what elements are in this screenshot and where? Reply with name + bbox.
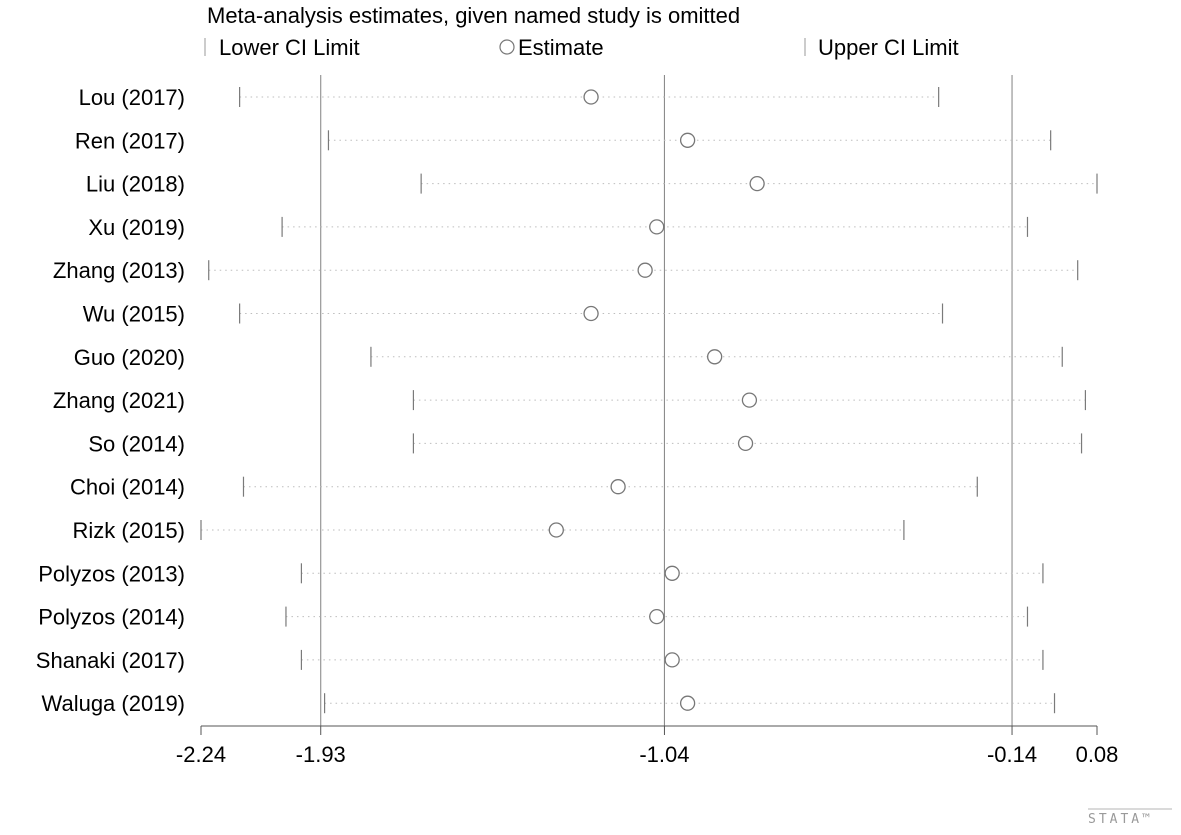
study-label-10: Rizk (2015) <box>73 518 185 543</box>
study-label-9: Choi (2014) <box>70 475 185 500</box>
estimate-point-0 <box>583 89 599 105</box>
legend-upper-label: Upper CI Limit <box>818 35 959 60</box>
study-label-13: Shanaki (2017) <box>36 648 185 673</box>
estimate-point-10 <box>548 522 564 538</box>
study-label-4: Zhang (2013) <box>53 258 185 283</box>
estimate-point-2 <box>749 175 765 192</box>
estimate-point-8 <box>737 435 754 452</box>
study-label-12: Polyzos (2014) <box>38 605 185 630</box>
estimate-point-14 <box>679 695 696 711</box>
study-label-7: Zhang (2021) <box>53 388 185 413</box>
legend-estimate-label: Estimate <box>518 35 604 60</box>
chart-title: Meta-analysis estimates, given named stu… <box>207 3 740 28</box>
estimate-point-12 <box>649 608 665 625</box>
study-label-8: So (2014) <box>88 431 185 456</box>
study-label-14: Waluga (2019) <box>42 691 185 716</box>
estimate-point-1 <box>679 132 696 148</box>
x-tick-label-1: -1.93 <box>296 742 346 767</box>
estimate-point-6 <box>707 349 723 365</box>
study-label-5: Wu (2015) <box>83 302 185 327</box>
study-label-1: Ren (2017) <box>75 128 185 153</box>
plot-area: -2.24 -1.93 -1.04 -0.14 0.08 Lou (2017) Ren (2… <box>36 75 1119 767</box>
legend: Lower CI Limit Estimate Upper CI Limit <box>204 35 959 60</box>
x-tick-label-4: 0.08 <box>1076 742 1119 767</box>
estimate-point-13 <box>664 652 680 668</box>
study-label-0: Lou (2017) <box>79 85 185 110</box>
stata-watermark: STATA™ <box>1088 812 1153 827</box>
study-label-11: Polyzos (2013) <box>38 561 185 586</box>
study-label-3: Xu (2019) <box>88 215 185 240</box>
legend-lower-label: Lower CI Limit <box>219 35 360 60</box>
estimate-point-9 <box>610 479 626 495</box>
estimate-point-7 <box>741 392 758 408</box>
estimate-point-5 <box>583 305 599 322</box>
estimate-point-4 <box>637 262 653 278</box>
x-tick-label-0: -2.24 <box>176 742 226 767</box>
legend-estimate-symbol <box>499 39 515 55</box>
x-tick-label-3: -0.14 <box>987 742 1037 767</box>
study-label-6: Guo (2020) <box>74 345 185 370</box>
x-tick-label-2: -1.04 <box>639 742 689 767</box>
estimate-point-3 <box>649 219 665 235</box>
study-label-2: Liu (2018) <box>86 172 185 197</box>
estimate-point-11 <box>664 565 680 581</box>
